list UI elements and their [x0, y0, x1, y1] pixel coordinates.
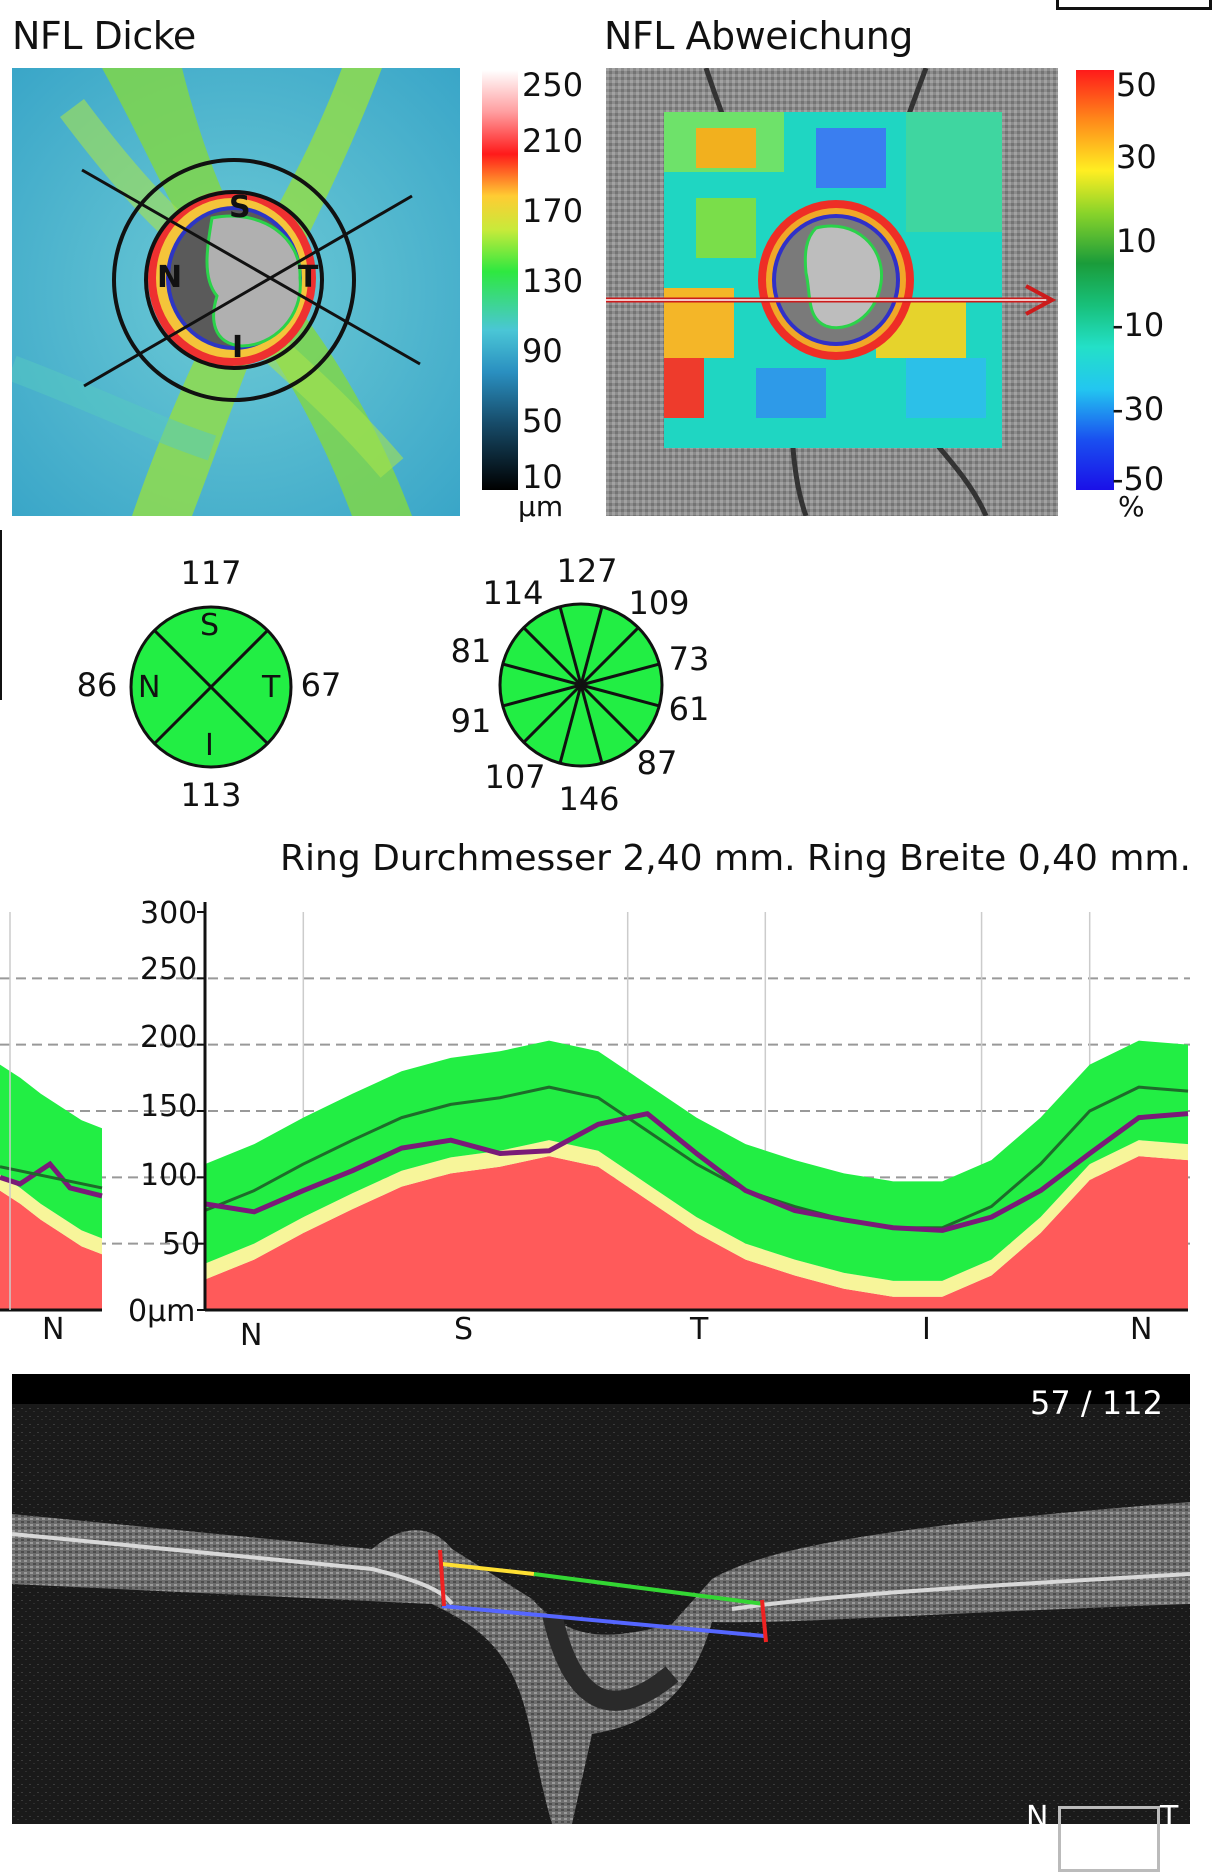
- clock-sector-divider: [558, 684, 583, 764]
- clock-value-107: 107: [484, 758, 546, 796]
- thickness-scale-unit: µm: [518, 490, 564, 523]
- x-tick-t: T: [690, 1312, 709, 1347]
- left-normal-band: [0, 1064, 102, 1239]
- deviation-color-scale: [1076, 70, 1114, 490]
- x-tick-n-right: N: [1130, 1312, 1153, 1347]
- quadrant-letter-n: N: [138, 670, 161, 705]
- quadrant-letter-t: T: [262, 670, 281, 705]
- norm-curve: [204, 1085, 1189, 1230]
- map-letter-n: N: [157, 260, 183, 295]
- x-tick-s: S: [454, 1312, 474, 1347]
- deviation-map-image[interactable]: [606, 67, 1058, 517]
- borderline-band: [205, 1140, 1188, 1297]
- clock-sector-divider: [579, 683, 640, 744]
- bscan-image[interactable]: [11, 1374, 1191, 1824]
- clock-sector-divider: [502, 662, 582, 687]
- window-frame-corner: [1056, 0, 1212, 10]
- quadrant-letter-i: I: [205, 728, 214, 763]
- y-tick-300: 300: [140, 896, 198, 931]
- clock-value-146: 146: [558, 780, 620, 818]
- left-borderline-band: [0, 1174, 102, 1255]
- clock-value-109: 109: [628, 584, 690, 622]
- thickness-scale-210: 210: [522, 122, 584, 160]
- map-letter-i: I: [232, 330, 244, 365]
- left-norm-curve: [0, 1165, 103, 1190]
- clock-sector-divider: [502, 683, 582, 708]
- left-panel-x-tick-n: N: [42, 1312, 65, 1347]
- quadrant-value-s: 117: [180, 554, 242, 592]
- clock-value-91: 91: [450, 702, 492, 740]
- clock-sector-divider: [579, 606, 604, 686]
- clock-value-87: 87: [636, 744, 678, 782]
- quadrant-diagram[interactable]: [128, 604, 294, 770]
- deviation-scale-10: 10: [1116, 222, 1157, 260]
- clock-sector-divider: [580, 683, 660, 708]
- ring-caption: Ring Durchmesser 2,40 mm. Ring Breite 0,…: [280, 838, 1191, 879]
- clock-sector-divider: [580, 662, 660, 687]
- thickness-scale-10: 10: [522, 458, 563, 496]
- thickness-scale-130: 130: [522, 262, 584, 300]
- deviation-scale-minus10: -10: [1112, 306, 1165, 344]
- deviation-scale-unit: %: [1118, 490, 1145, 523]
- clock-sector-divider: [522, 683, 583, 744]
- y-tick-100: 100: [140, 1158, 198, 1193]
- x-tick-n-left: N: [240, 1318, 263, 1353]
- thickness-scale-170: 170: [522, 192, 584, 230]
- clock-value-81: 81: [450, 632, 492, 670]
- left-below-band: [0, 1190, 102, 1310]
- thickness-scale-250: 250: [522, 66, 584, 104]
- quadrant-value-n: 86: [76, 666, 118, 704]
- x-tick-i: I: [922, 1312, 931, 1347]
- quadrant-value-t: 67: [300, 666, 342, 704]
- quadrant-letter-s: S: [200, 608, 220, 643]
- clock-sector-divider: [522, 626, 583, 687]
- clock-sector-divider: [579, 684, 604, 764]
- clock-sector-diagram[interactable]: [496, 600, 666, 770]
- map-letter-s: S: [229, 190, 251, 225]
- deviation-scale-30: 30: [1116, 138, 1157, 176]
- quadrant-value-i: 113: [180, 776, 242, 814]
- thickness-map-image[interactable]: [7, 68, 460, 516]
- clock-sector-divider: [579, 626, 640, 687]
- clock-sector-divider: [558, 606, 583, 686]
- thickness-scale-50: 50: [522, 402, 563, 440]
- left-patient-curve: [0, 1160, 103, 1199]
- orientation-box: [1058, 1806, 1160, 1872]
- left-divider: [0, 530, 2, 700]
- map-letter-t: T: [298, 260, 319, 295]
- thickness-color-scale: [482, 70, 518, 490]
- thickness-scale-90: 90: [522, 332, 563, 370]
- y-tick-200: 200: [140, 1020, 198, 1055]
- clock-value-127: 127: [556, 552, 618, 590]
- y-tick-0: 0µm: [128, 1294, 196, 1329]
- y-tick-250: 250: [140, 952, 198, 987]
- clock-value-73: 73: [668, 640, 710, 678]
- patient-curve: [204, 1111, 1189, 1233]
- deviation-scale-50: 50: [1116, 66, 1157, 104]
- orientation-label-t: T: [1160, 1800, 1179, 1835]
- bscan-counter: 57 / 112: [1030, 1384, 1163, 1422]
- deviation-scale-minus30: -30: [1112, 390, 1165, 428]
- clock-value-114: 114: [482, 574, 544, 612]
- deviation-map-title: NFL Abweichung: [604, 14, 913, 58]
- clock-value-61: 61: [668, 690, 710, 728]
- thickness-map-title: NFL Dicke: [12, 14, 196, 58]
- y-tick-50: 50: [162, 1227, 201, 1262]
- tsnit-chart[interactable]: [0, 896, 1212, 1336]
- normal-band: [205, 1040, 1188, 1281]
- deviation-scale-minus50: -50: [1112, 460, 1165, 498]
- orientation-label-n: N: [1026, 1800, 1049, 1835]
- y-tick-150: 150: [140, 1089, 198, 1124]
